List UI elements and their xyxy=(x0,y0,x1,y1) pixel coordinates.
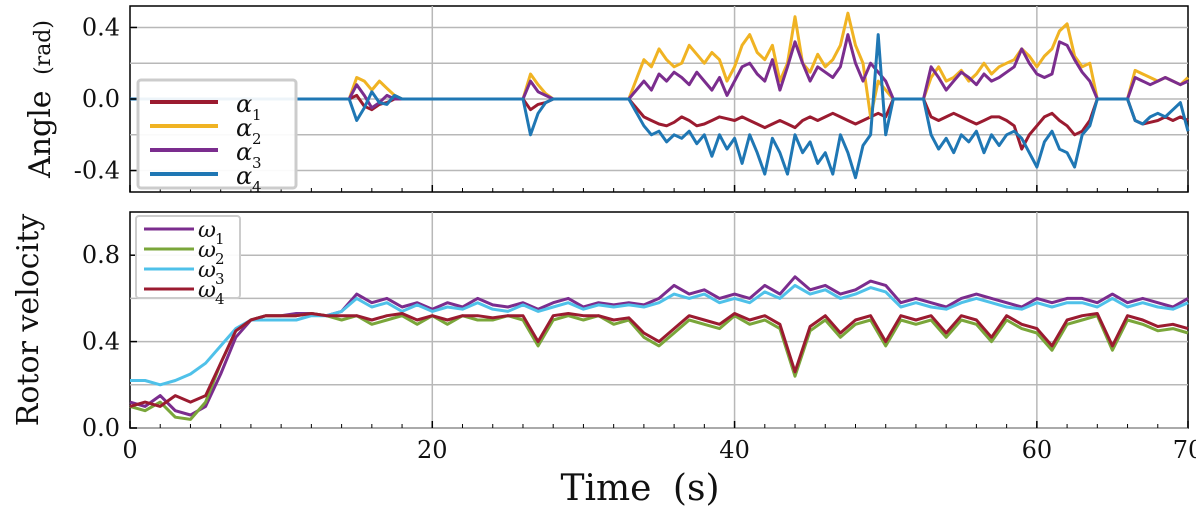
legend-subscript: 3 xyxy=(215,270,225,288)
legend-label: α xyxy=(236,138,252,166)
y-tick-label: 0.4 xyxy=(82,13,120,41)
legend-subscript: 4 xyxy=(252,178,262,196)
legend-label: ω xyxy=(198,278,216,303)
rotor-velocity-legend: ω 1ω 2ω 3ω 4 xyxy=(135,215,241,308)
rotor-velocity-panel: 0.0 0.4 0.8 0 20 40 60 70 Rotor velocity Time … xyxy=(11,211,1196,509)
legend-subscript: 2 xyxy=(215,250,225,268)
legend-label: ω xyxy=(198,258,216,283)
legend-subscript: 2 xyxy=(252,130,262,148)
series-line-α4 xyxy=(130,33,1190,180)
series-line-α1 xyxy=(130,93,1189,151)
legend-label: α xyxy=(236,162,252,190)
y-tick-label: -0.4 xyxy=(74,157,120,185)
legend-subscript: 3 xyxy=(252,154,262,172)
legend-subscript: 1 xyxy=(215,230,225,248)
angle-axis-title: Angle (rad) xyxy=(23,20,58,179)
y-tick-label: 0.8 xyxy=(82,241,120,269)
x-tick-label: 40 xyxy=(719,436,750,464)
y-tick-label: 0.0 xyxy=(82,85,120,113)
legend-subscript: 4 xyxy=(215,290,225,308)
series-line-ω4 xyxy=(129,312,1189,408)
legend-subscript: 1 xyxy=(252,106,262,124)
legend-label: α xyxy=(236,114,252,142)
series-line-ω3 xyxy=(130,283,1189,387)
rotor-velocity-axis-title: Rotor velocity xyxy=(11,214,46,426)
legend-label: α xyxy=(236,90,252,118)
x-tick-label: 0 xyxy=(122,436,137,464)
x-tick-label: 60 xyxy=(1022,436,1053,464)
time-axis-title: Time (s) xyxy=(561,468,720,509)
series-line-α3 xyxy=(130,33,1189,110)
legend-frame xyxy=(136,78,298,190)
angle-legend: α 1α 2α 3α 4 xyxy=(136,78,298,196)
y-tick-label: 0.4 xyxy=(82,328,120,356)
legend-frame xyxy=(135,215,241,299)
angle-panel: 0.40.0-0.4 Angle (rad) α 1α 2α 3α 4 xyxy=(23,5,1190,196)
legend-label: ω xyxy=(198,238,216,263)
series-line-α2 xyxy=(130,11,1190,119)
x-tick-label: 20 xyxy=(417,436,448,464)
y-tick-label: 0.0 xyxy=(82,414,120,442)
x-tick-label: 70 xyxy=(1173,436,1196,464)
legend-label: ω xyxy=(198,218,216,243)
